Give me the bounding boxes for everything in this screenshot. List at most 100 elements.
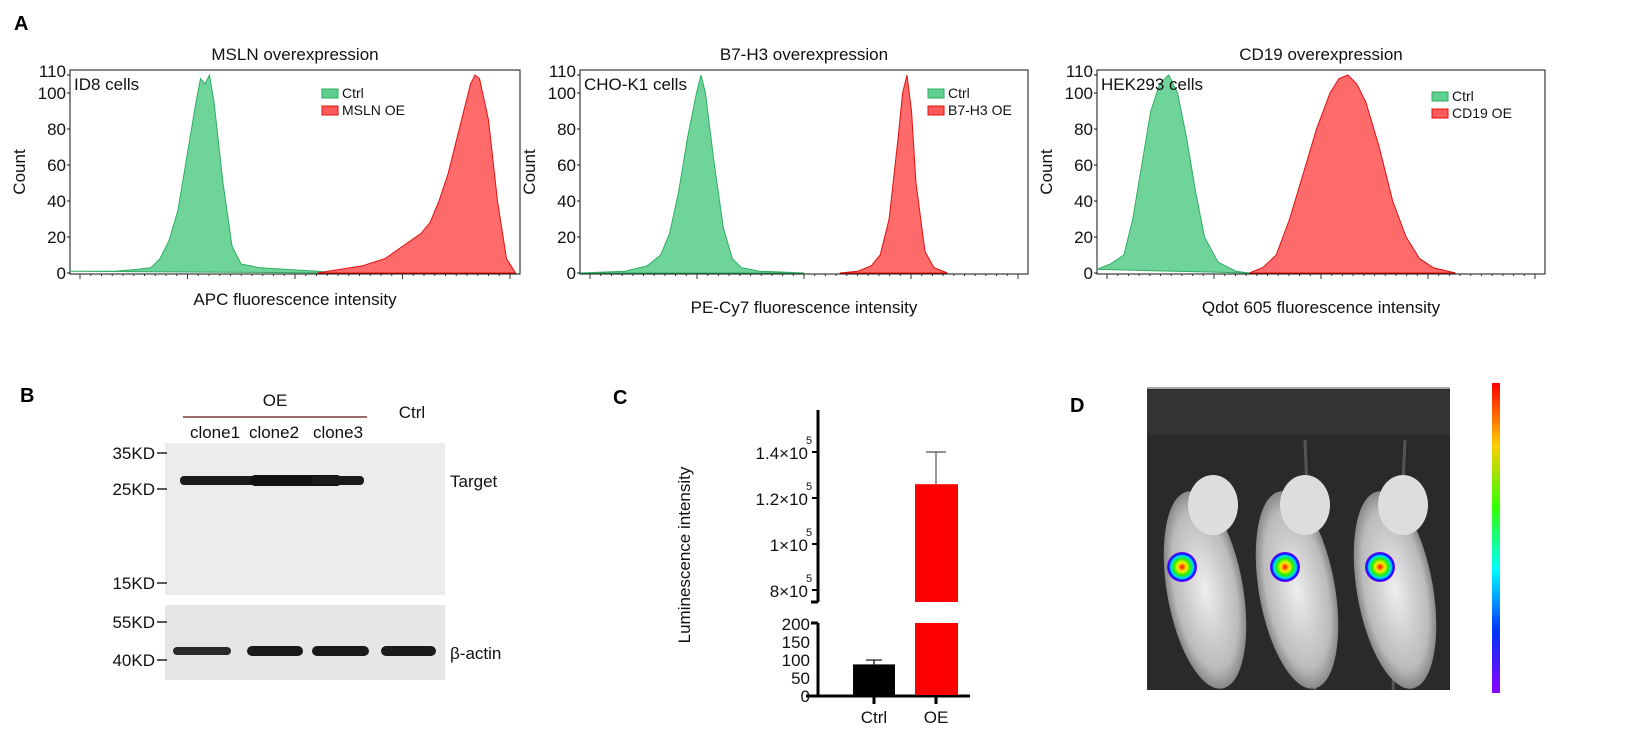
histogram-series-ctrl — [579, 74, 805, 274]
y-tick-label: 110 — [1066, 62, 1093, 81]
x-axis-label: APC fluorescence intensity — [193, 290, 397, 309]
band — [381, 646, 436, 656]
row-label-actin: β-actin — [450, 644, 501, 663]
lane-label: clone1 — [190, 423, 240, 442]
y-axis-label: Count — [520, 149, 539, 195]
luminescence-signal — [1167, 552, 1197, 582]
chart-title: CD19 overexpression — [1239, 45, 1402, 64]
y-tick-label: 150 — [782, 633, 810, 652]
cell-line-label: ID8 cells — [74, 75, 139, 94]
bar-oe-upper — [915, 484, 958, 602]
luminescence-bar-chart: Luminescence intensity 8×1051×1051.2×105… — [675, 410, 970, 727]
histogram-series-ctrl — [69, 73, 341, 274]
y-tick-label: 0 — [1084, 264, 1093, 283]
band — [180, 476, 262, 485]
y-tick-exponent: 5 — [806, 481, 812, 493]
legend-label: CD19 OE — [1452, 105, 1512, 121]
luminescence-signal — [1365, 552, 1395, 582]
y-tick-label: 100 — [38, 84, 66, 103]
legend-swatch — [927, 105, 945, 116]
mouse — [1255, 475, 1339, 689]
y-tick-exponent: 5 — [806, 573, 812, 585]
legend-label: Ctrl — [1452, 88, 1474, 104]
histogram-series-oe — [1249, 74, 1456, 274]
x-axis-label: PE-Cy7 fluorescence intensity — [691, 298, 918, 317]
panel-label-a: A — [14, 13, 28, 35]
error-bar-oe — [926, 451, 946, 485]
y-tick-label: 20 — [557, 228, 576, 247]
legend-swatch — [321, 88, 339, 99]
lane-label: clone2 — [249, 423, 299, 442]
marker-label: 55KD — [112, 613, 155, 632]
y-tick-label: 20 — [47, 228, 66, 247]
panel-label-b: B — [20, 385, 34, 407]
row-label-target: Target — [450, 472, 498, 491]
y-axis-label: Count — [1037, 149, 1056, 195]
x-tick-label: OE — [924, 708, 949, 727]
histogram-series-ctrl — [1096, 74, 1250, 274]
x-tick-label: Ctrl — [861, 708, 887, 727]
y-tick-label: 110 — [39, 62, 66, 81]
y-tick-exponent: 5 — [806, 435, 812, 447]
y-tick-label: 60 — [1074, 156, 1093, 175]
lane-label: Ctrl — [399, 403, 425, 422]
x-axis-label: Qdot 605 fluorescence intensity — [1202, 298, 1441, 317]
oe-group-label: OE — [263, 391, 288, 410]
y-tick-label: 8×10 — [770, 582, 808, 601]
error-bar-ctrl — [866, 659, 882, 665]
y-tick-label: 200 — [782, 615, 810, 634]
legend-label: B7-H3 OE — [948, 102, 1012, 118]
y-tick-label: 60 — [557, 156, 576, 175]
bioluminescence-image — [1147, 383, 1500, 693]
cell-line-label: HEK293 cells — [1101, 75, 1203, 94]
y-tick-label: 80 — [557, 120, 576, 139]
legend-swatch — [1431, 108, 1449, 119]
y-tick-label: 0 — [567, 264, 576, 283]
y-tick-label: 110 — [549, 62, 576, 81]
cell-line-label: CHO-K1 cells — [584, 75, 687, 94]
y-tick-label: 100 — [1065, 84, 1093, 103]
mouse — [1353, 475, 1437, 689]
y-tick-label: 50 — [791, 669, 810, 688]
marker-label: 25KD — [112, 480, 155, 499]
panel-label-c: C — [613, 387, 627, 409]
marker-label: 15KD — [112, 574, 155, 593]
bar-oe-lower — [915, 623, 958, 695]
y-tick-label: 0 — [57, 264, 66, 283]
mouse — [1163, 475, 1247, 689]
y-tick-label: 60 — [47, 156, 66, 175]
y-tick-exponent: 5 — [806, 527, 812, 539]
histogram-series-oe — [839, 74, 948, 274]
legend-swatch — [321, 105, 339, 116]
y-tick-label: 80 — [1074, 120, 1093, 139]
y-tick-label: 40 — [1074, 192, 1093, 211]
y-axis-label: Count — [10, 149, 29, 195]
y-axis-label: Luminescence intensity — [675, 466, 694, 643]
marker-label: 40KD — [112, 651, 155, 670]
luminescence-signal — [1270, 552, 1300, 582]
chart-title: B7-H3 overexpression — [720, 45, 888, 64]
legend-label: MSLN OE — [342, 102, 405, 118]
blot-target-membrane — [165, 443, 445, 595]
lane-label: clone3 — [313, 423, 363, 442]
y-tick-label: 100 — [548, 84, 576, 103]
panel-label-d: D — [1070, 395, 1084, 417]
legend-swatch — [1431, 91, 1449, 102]
y-tick-label: 20 — [1074, 228, 1093, 247]
y-tick-label: 40 — [47, 192, 66, 211]
chart-title: MSLN overexpression — [211, 45, 378, 64]
colorbar — [1492, 383, 1500, 693]
blot-actin-membrane — [165, 605, 445, 680]
bar-ctrl — [853, 664, 895, 695]
band — [312, 476, 364, 485]
y-tick-label: 0 — [801, 687, 810, 706]
y-tick-label: 100 — [782, 651, 810, 670]
y-tick-label: 1×10 — [770, 536, 808, 555]
y-tick-label: 80 — [47, 120, 66, 139]
y-tick-label: 1.4×10 — [756, 444, 808, 463]
y-tick-label: 1.2×10 — [756, 490, 808, 509]
